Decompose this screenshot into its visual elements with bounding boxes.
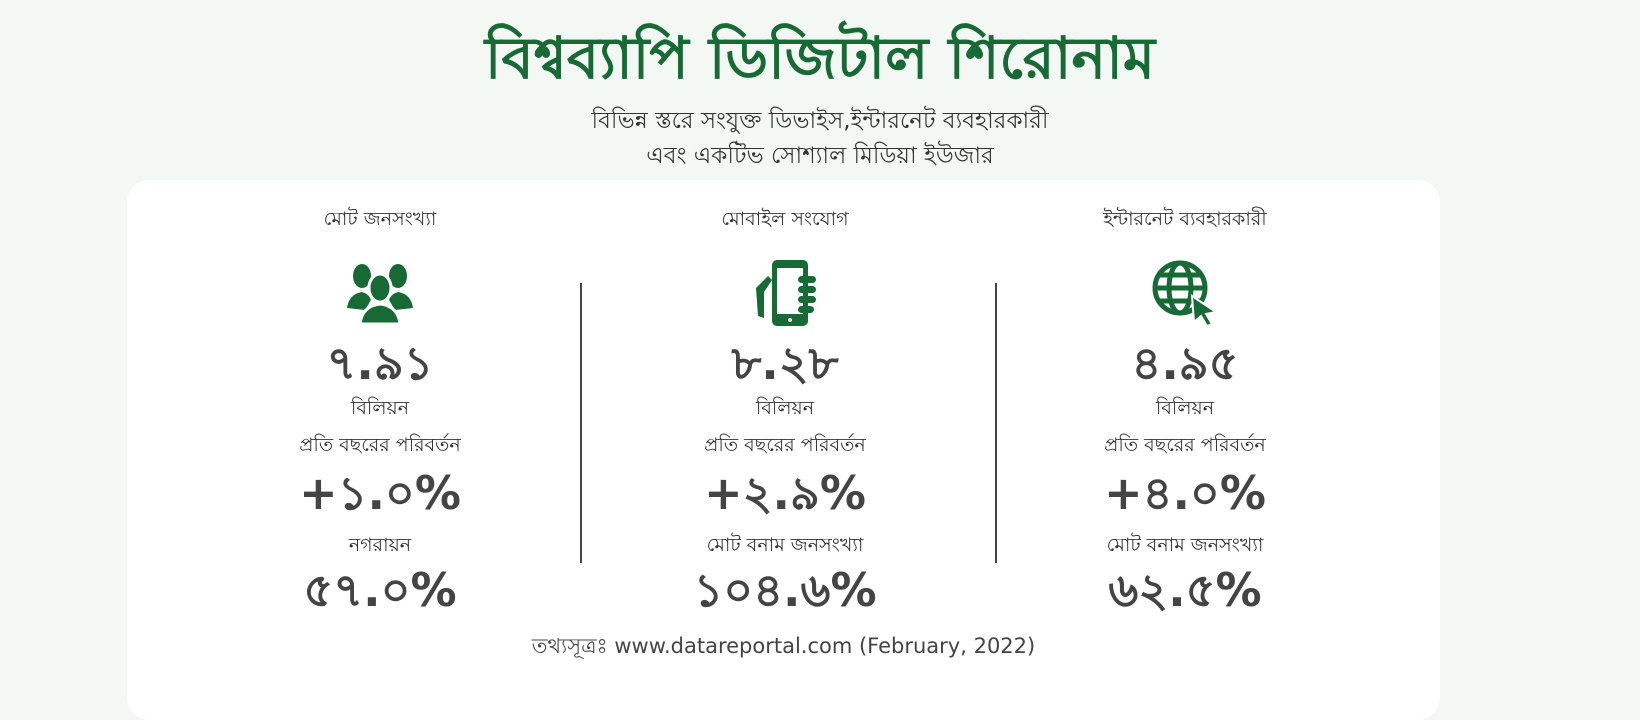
extra-label: নগরায়ন xyxy=(348,534,412,556)
mobile-phone-hand-icon xyxy=(756,260,816,326)
subtitle-line-1: বিভিন্ন স্তরে সংযুক্ত ডিভাইস,ইন্টারনেট ব… xyxy=(591,108,1049,134)
stat-label: ইন্টারনেট ব্যবহারকারী xyxy=(1103,208,1267,230)
extra-value: ৫৭.০% xyxy=(303,563,457,617)
change-value: +২.৯% xyxy=(704,466,866,520)
source-credit: তথ্যসূত্রঃ www.datareportal.com (Februar… xyxy=(531,634,1036,658)
change-value: +১.০% xyxy=(299,466,461,520)
stat-label: মোবাইল সংযোগ xyxy=(721,208,849,230)
stat-unit: বিলিয়ন xyxy=(755,397,815,419)
change-label: প্রতি বছরের পরিবর্তন xyxy=(1104,434,1266,456)
stat-unit: বিলিয়ন xyxy=(350,397,410,419)
stats-card: মোট জনসংখ্যা ৭.৯১ বিলিয়ন প্রতি বছরের পর… xyxy=(127,180,1440,720)
stat-value: ৪.৯৫ xyxy=(1131,336,1239,390)
divider xyxy=(995,283,997,563)
extra-value: ১০৪.৬% xyxy=(693,563,877,617)
stat-value: ৭.৯১ xyxy=(326,336,434,390)
page-title: বিশ্বব্যাপি ডিজিটাল শিরোনাম xyxy=(484,24,1156,92)
divider xyxy=(580,283,582,563)
change-value: +৪.০% xyxy=(1104,466,1266,520)
stat-unit: বিলিয়ন xyxy=(1155,397,1215,419)
extra-label: মোট বনাম জনসংখ্যা xyxy=(706,534,864,556)
extra-value: ৬২.৫% xyxy=(1108,563,1262,617)
change-label: প্রতি বছরের পরিবর্তন xyxy=(704,434,866,456)
change-label: প্রতি বছরের পরিবর্তন xyxy=(299,434,461,456)
people-group-icon xyxy=(347,264,413,326)
stat-value: ৮.২৮ xyxy=(731,336,839,390)
globe-cursor-icon xyxy=(1152,260,1219,328)
extra-label: মোট বনাম জনসংখ্যা xyxy=(1106,534,1264,556)
stat-label: মোট জনসংখ্যা xyxy=(323,208,437,230)
subtitle-line-2: এবং একটিভ সোশ্যাল মিডিয়া ইউজার xyxy=(646,143,994,169)
